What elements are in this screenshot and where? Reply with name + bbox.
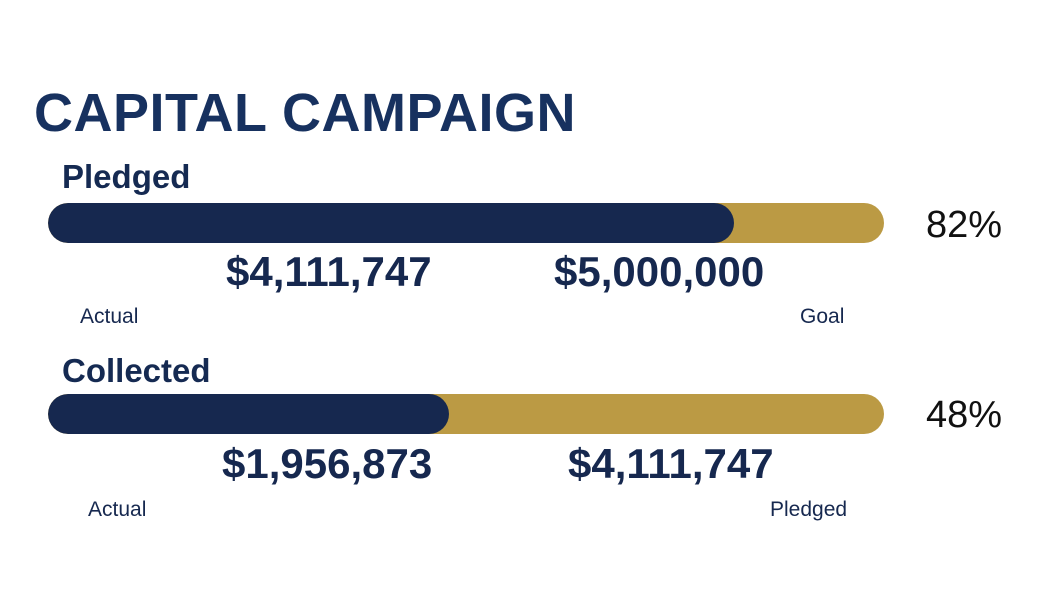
collected-percent: 48% bbox=[926, 394, 1003, 436]
pledged-percent: 82% bbox=[926, 204, 1003, 246]
pledged-goal-label: Goal bbox=[800, 305, 845, 328]
collected-actual-label: Actual bbox=[88, 498, 147, 521]
pledged-heading: Pledged bbox=[62, 158, 191, 195]
collected-actual-amount: $1,956,873 bbox=[222, 440, 433, 487]
page-title: CAPITAL CAMPAIGN bbox=[34, 83, 576, 143]
collected-progress-bar bbox=[48, 394, 884, 434]
collected-pledged-label: Pledged bbox=[770, 498, 848, 521]
pledged-actual-label: Actual bbox=[80, 305, 139, 328]
pledged-goal-amount: $5,000,000 bbox=[554, 248, 765, 295]
collected-heading: Collected bbox=[62, 352, 211, 389]
pledged-actual-amount: $4,111,747 bbox=[226, 248, 432, 295]
pledged-progress-bar bbox=[48, 203, 884, 243]
collected-pledged-amount: $4,111,747 bbox=[568, 440, 774, 487]
pledged-progress-fill bbox=[48, 203, 734, 243]
collected-progress-fill bbox=[48, 394, 450, 434]
